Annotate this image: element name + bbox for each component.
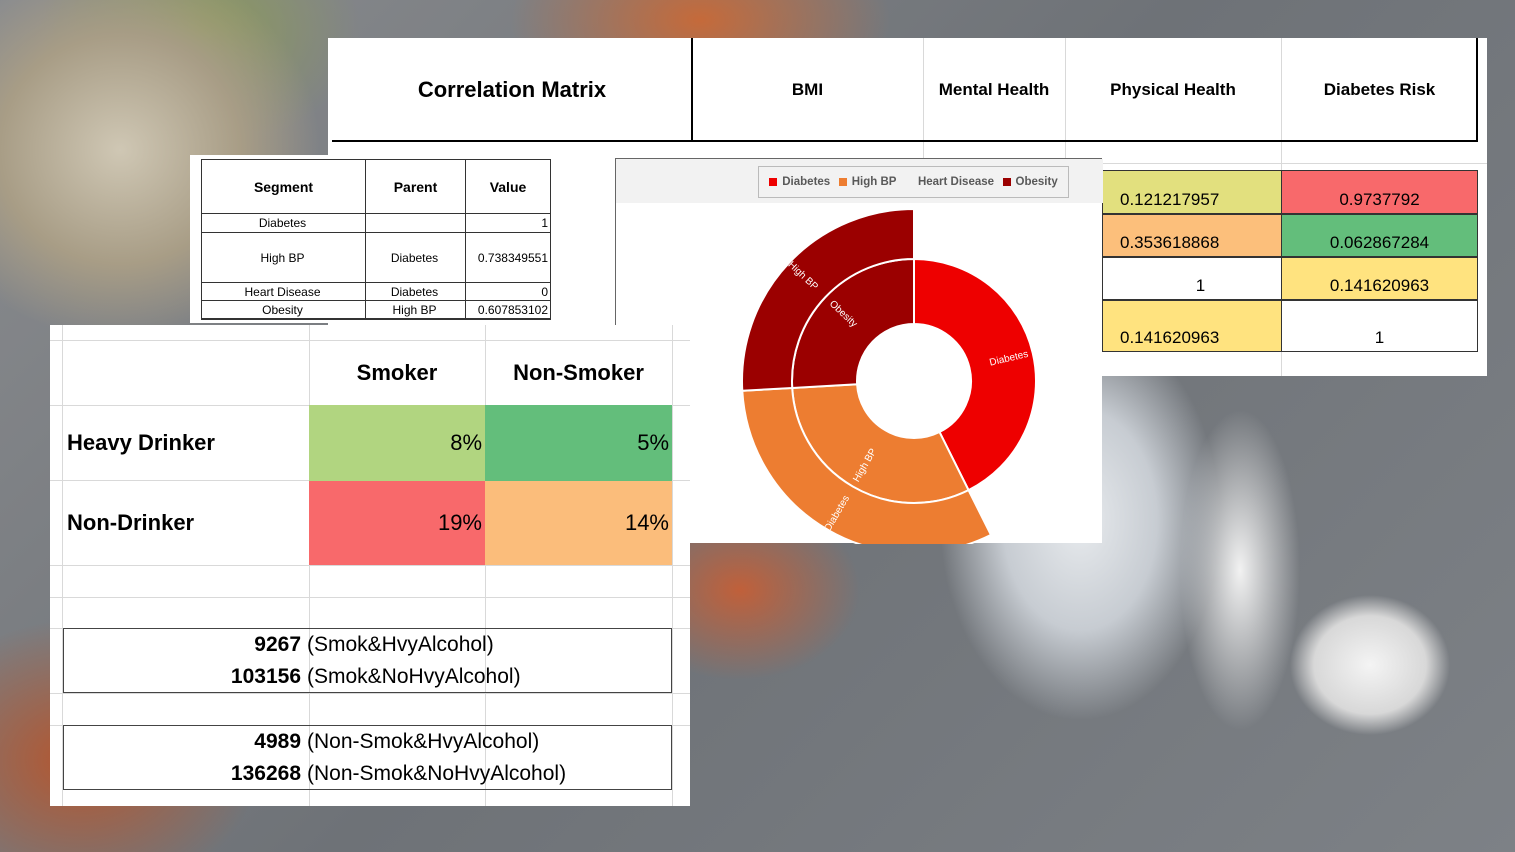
sunburst-segment-diabetes[interactable] [913,257,1037,492]
count-value: 9267 [254,633,301,656]
segment-table-segment-cell: High BP [202,233,366,283]
count-value: 4989 [254,730,301,753]
physical-health-cell: 0.353618868 [1102,214,1281,257]
column-header-smoker: Smoker [356,360,438,385]
segment-table-segment-cell: Diabetes [202,214,366,233]
diabetes-risk-cell: 0.9737792 [1281,170,1478,214]
segment-table-value-cell: 0.607853102 [466,301,551,319]
percentage-cell: 5% [485,405,672,481]
chart-legend: Diabetes High BP Heart Disease Obesity [758,166,1069,198]
physical-health-cell: 1 [1102,257,1281,300]
legend-item: Heart Disease [905,176,994,188]
segment-table-parent-cell: High BP [366,301,466,319]
segment-header-value: Value [466,160,551,214]
diabetes-risk-cell: 1 [1281,300,1478,352]
legend-item: High BP [838,176,897,188]
count-label: (Smok&NoHvyAlcohol) [307,665,521,688]
legend-label: Obesity [1015,176,1058,188]
legend-label: Diabetes [782,176,831,188]
segment-table-panel: Segment Parent Value Diabetes 1 High BP Diabet… [190,155,615,323]
legend-label: High BP [851,176,897,188]
column-header-non-smoker: Non-Smoker [513,360,644,385]
diabetes-risk-cell: 0.141620963 [1281,257,1478,300]
segment-header-segment: Segment [202,160,366,214]
legend-item: Diabetes [769,176,830,188]
count-line: 136268 (Non-Smok&NoHvyAlcohol) [64,758,671,790]
count-box: 9267 (Smok&HvyAlcohol) 103156 (Smok&NoHvyAl… [63,628,672,693]
physical-health-cell: 0.141620963 [1102,300,1281,352]
column-header-bmi: BMI [791,80,824,99]
smoker-drinker-panel: Smoker Non-Smoker Heavy Drinker 8% 5% Non-D… [50,325,690,806]
legend-swatch-icon [1002,178,1011,186]
legend-label: Heart Disease [917,176,995,188]
percentage-cell: 14% [485,481,672,565]
segment-table-value-cell: 0 [466,283,551,301]
count-box: 4989 (Non-Smok&HvyAlcohol) 136268 (Non-Smok… [63,725,672,790]
segment-table-segment-cell: Heart Disease [202,283,366,301]
sunburst-outer-segment[interactable] [741,207,915,392]
physical-health-cell: 0.121217957 [1102,170,1281,214]
legend-item: Obesity [1002,176,1058,188]
sunburst-outer-segment[interactable] [741,386,993,544]
correlation-matrix-title: Correlation Matrix [417,77,607,102]
percentage-cell: 8% [309,405,485,481]
count-value: 103156 [230,665,301,688]
count-line: 9267 (Smok&HvyAlcohol) [64,629,671,661]
count-label: (Non-Smok&HvyAlcohol) [307,730,540,753]
column-header-diabetes-risk: Diabetes Risk [1323,80,1436,99]
segment-table-parent-cell [366,214,466,233]
percentage-cell: 19% [309,481,485,565]
column-header-physical-health: Physical Health [1110,80,1236,99]
segment-table-parent-cell: Diabetes [366,233,466,283]
segment-table-parent-cell: Diabetes [366,283,466,301]
count-label: (Smok&HvyAlcohol) [307,633,494,656]
row-label-non-drinker: Non-Drinker [67,510,195,535]
segment-table-value-cell: 0.738349551 [466,233,551,283]
segment-table-value-cell: 1 [466,214,551,233]
count-line: 103156 (Smok&NoHvyAlcohol) [64,661,671,693]
count-value: 136268 [230,762,301,785]
diabetes-risk-cell: 0.062867284 [1281,214,1478,257]
column-header-mental-health: Mental Health [938,80,1050,99]
count-label: (Non-Smok&NoHvyAlcohol) [307,762,567,785]
legend-swatch-icon [838,178,847,186]
segment-header-parent: Parent [366,160,466,214]
legend-swatch-icon [769,178,778,186]
count-line: 4989 (Non-Smok&HvyAlcohol) [64,726,671,758]
row-label-heavy-drinker: Heavy Drinker [67,430,215,455]
segment-table-segment-cell: Obesity [202,301,366,319]
sunburst-chart-panel: Diabetes High BP Heart Disease Obesity Diab… [615,158,1103,544]
